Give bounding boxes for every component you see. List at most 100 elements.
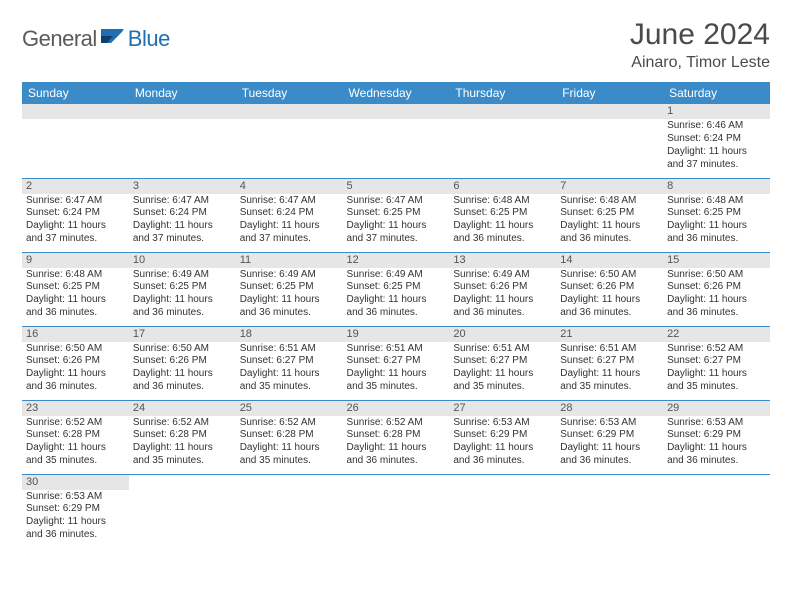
day-number: 10 xyxy=(129,253,236,268)
cell-sunset: Sunset: 6:26 PM xyxy=(667,281,766,294)
cell-day1: Daylight: 11 hours xyxy=(560,442,659,455)
cell-day1: Daylight: 11 hours xyxy=(667,442,766,455)
cell-sunset: Sunset: 6:24 PM xyxy=(26,207,125,220)
cell-sunset: Sunset: 6:27 PM xyxy=(453,355,552,368)
cell-sunset: Sunset: 6:25 PM xyxy=(347,281,446,294)
cell-sunrise: Sunrise: 6:51 AM xyxy=(347,343,446,356)
day-number: 13 xyxy=(449,253,556,268)
day-number-empty xyxy=(449,104,556,119)
cell-day1: Daylight: 11 hours xyxy=(453,442,552,455)
cell-sunrise: Sunrise: 6:49 AM xyxy=(240,269,339,282)
calendar-row: 23Sunrise: 6:52 AMSunset: 6:28 PMDayligh… xyxy=(22,400,770,474)
calendar-cell: 14Sunrise: 6:50 AMSunset: 6:26 PMDayligh… xyxy=(556,252,663,326)
cell-sunset: Sunset: 6:26 PM xyxy=(453,281,552,294)
cell-day1: Daylight: 11 hours xyxy=(240,294,339,307)
cell-day2: and 36 minutes. xyxy=(133,381,232,394)
day-number: 5 xyxy=(343,179,450,194)
cell-day2: and 36 minutes. xyxy=(26,529,125,542)
cell-day1: Daylight: 11 hours xyxy=(560,368,659,381)
cell-sunset: Sunset: 6:28 PM xyxy=(133,429,232,442)
cell-sunset: Sunset: 6:25 PM xyxy=(26,281,125,294)
calendar-cell: 12Sunrise: 6:49 AMSunset: 6:25 PMDayligh… xyxy=(343,252,450,326)
cell-sunrise: Sunrise: 6:53 AM xyxy=(667,417,766,430)
cell-day1: Daylight: 11 hours xyxy=(133,220,232,233)
cell-sunrise: Sunrise: 6:52 AM xyxy=(26,417,125,430)
calendar-cell xyxy=(22,104,129,178)
calendar-cell xyxy=(236,104,343,178)
day-number: 26 xyxy=(343,401,450,416)
calendar-cell: 16Sunrise: 6:50 AMSunset: 6:26 PMDayligh… xyxy=(22,326,129,400)
cell-day2: and 35 minutes. xyxy=(133,455,232,468)
cell-day1: Daylight: 11 hours xyxy=(240,368,339,381)
cell-sunrise: Sunrise: 6:53 AM xyxy=(453,417,552,430)
day-number: 12 xyxy=(343,253,450,268)
day-number: 7 xyxy=(556,179,663,194)
calendar-cell: 5Sunrise: 6:47 AMSunset: 6:25 PMDaylight… xyxy=(343,178,450,252)
calendar-cell xyxy=(449,474,556,548)
calendar-cell: 4Sunrise: 6:47 AMSunset: 6:24 PMDaylight… xyxy=(236,178,343,252)
cell-sunset: Sunset: 6:27 PM xyxy=(240,355,339,368)
cell-day1: Daylight: 11 hours xyxy=(667,220,766,233)
dayhdr-thu: Thursday xyxy=(449,82,556,104)
day-number: 15 xyxy=(663,253,770,268)
cell-sunrise: Sunrise: 6:53 AM xyxy=(560,417,659,430)
day-number: 27 xyxy=(449,401,556,416)
flag-icon xyxy=(101,29,127,50)
cell-sunrise: Sunrise: 6:50 AM xyxy=(26,343,125,356)
cell-day1: Daylight: 11 hours xyxy=(133,442,232,455)
cell-sunrise: Sunrise: 6:51 AM xyxy=(560,343,659,356)
cell-day2: and 36 minutes. xyxy=(560,307,659,320)
calendar-cell: 19Sunrise: 6:51 AMSunset: 6:27 PMDayligh… xyxy=(343,326,450,400)
cell-sunrise: Sunrise: 6:49 AM xyxy=(347,269,446,282)
day-number: 19 xyxy=(343,327,450,342)
logo-word-1: General xyxy=(22,26,97,52)
calendar-cell: 25Sunrise: 6:52 AMSunset: 6:28 PMDayligh… xyxy=(236,400,343,474)
cell-sunset: Sunset: 6:25 PM xyxy=(560,207,659,220)
day-number: 25 xyxy=(236,401,343,416)
cell-day1: Daylight: 11 hours xyxy=(667,294,766,307)
day-number: 24 xyxy=(129,401,236,416)
cell-day2: and 35 minutes. xyxy=(347,381,446,394)
calendar-cell: 28Sunrise: 6:53 AMSunset: 6:29 PMDayligh… xyxy=(556,400,663,474)
calendar-cell xyxy=(556,104,663,178)
cell-sunset: Sunset: 6:25 PM xyxy=(240,281,339,294)
day-number: 14 xyxy=(556,253,663,268)
cell-day1: Daylight: 11 hours xyxy=(453,368,552,381)
calendar-cell: 9Sunrise: 6:48 AMSunset: 6:25 PMDaylight… xyxy=(22,252,129,326)
day-number: 9 xyxy=(22,253,129,268)
day-number: 6 xyxy=(449,179,556,194)
cell-sunrise: Sunrise: 6:47 AM xyxy=(133,195,232,208)
cell-sunset: Sunset: 6:25 PM xyxy=(667,207,766,220)
cell-day2: and 37 minutes. xyxy=(667,159,766,172)
cell-day1: Daylight: 11 hours xyxy=(26,220,125,233)
day-number: 1 xyxy=(663,104,770,119)
cell-day1: Daylight: 11 hours xyxy=(347,368,446,381)
day-number: 8 xyxy=(663,179,770,194)
cell-day2: and 35 minutes. xyxy=(240,455,339,468)
calendar-cell: 13Sunrise: 6:49 AMSunset: 6:26 PMDayligh… xyxy=(449,252,556,326)
cell-sunset: Sunset: 6:25 PM xyxy=(347,207,446,220)
logo-word-2: Blue xyxy=(128,26,170,52)
cell-sunrise: Sunrise: 6:52 AM xyxy=(240,417,339,430)
cell-sunrise: Sunrise: 6:48 AM xyxy=(453,195,552,208)
cell-day2: and 36 minutes. xyxy=(453,455,552,468)
cell-sunset: Sunset: 6:28 PM xyxy=(240,429,339,442)
header: General Blue June 2024 Ainaro, Timor Les… xyxy=(22,18,770,72)
cell-sunset: Sunset: 6:24 PM xyxy=(240,207,339,220)
cell-sunrise: Sunrise: 6:52 AM xyxy=(133,417,232,430)
calendar-row: 9Sunrise: 6:48 AMSunset: 6:25 PMDaylight… xyxy=(22,252,770,326)
cell-day1: Daylight: 11 hours xyxy=(26,294,125,307)
cell-day1: Daylight: 11 hours xyxy=(453,294,552,307)
calendar-cell: 15Sunrise: 6:50 AMSunset: 6:26 PMDayligh… xyxy=(663,252,770,326)
calendar-cell: 2Sunrise: 6:47 AMSunset: 6:24 PMDaylight… xyxy=(22,178,129,252)
calendar-cell: 6Sunrise: 6:48 AMSunset: 6:25 PMDaylight… xyxy=(449,178,556,252)
cell-day1: Daylight: 11 hours xyxy=(347,294,446,307)
day-number: 21 xyxy=(556,327,663,342)
cell-sunrise: Sunrise: 6:52 AM xyxy=(347,417,446,430)
calendar-cell: 8Sunrise: 6:48 AMSunset: 6:25 PMDaylight… xyxy=(663,178,770,252)
cell-sunset: Sunset: 6:27 PM xyxy=(560,355,659,368)
calendar-table: Sunday Monday Tuesday Wednesday Thursday… xyxy=(22,82,770,548)
calendar-cell xyxy=(556,474,663,548)
cell-day1: Daylight: 11 hours xyxy=(453,220,552,233)
cell-day2: and 36 minutes. xyxy=(26,381,125,394)
